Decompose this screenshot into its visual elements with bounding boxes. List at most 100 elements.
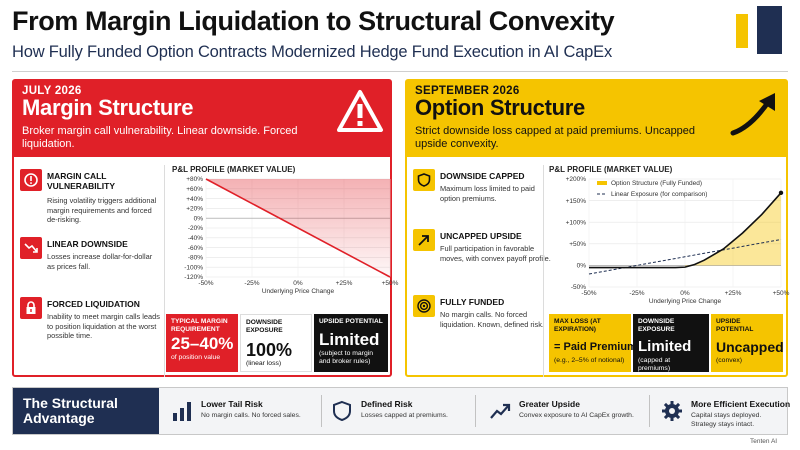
x-tick-label: -25% bbox=[244, 280, 259, 287]
advantage-divider bbox=[475, 395, 476, 427]
y-tick-label: -120% bbox=[184, 274, 203, 281]
y-tick-label: -20% bbox=[188, 225, 203, 232]
advantage-title: Defined Risk bbox=[361, 399, 413, 409]
metric-max-loss: MAX LOSS (AT EXPIRATION) = Paid Premiums… bbox=[549, 314, 643, 372]
y-tick-label: -100% bbox=[184, 264, 203, 271]
panel-divider bbox=[543, 165, 544, 377]
option-pnl-chart: +200% +150% +100% +50% 0% -50%-50% -25% 0% +25% +… bbox=[566, 176, 790, 305]
metric-option-upside: UPSIDE POTENTIAL Uncapped (convex) bbox=[711, 314, 784, 372]
warning-triangle-icon bbox=[337, 90, 383, 132]
advantage-text: Convex exposure to AI CapEx growth. bbox=[519, 412, 634, 419]
logo-yellow-bar bbox=[736, 14, 748, 48]
x-tick-label: -50% bbox=[198, 280, 213, 287]
y-tick-label: 0% bbox=[577, 263, 587, 270]
legend-swatch-option bbox=[597, 181, 607, 185]
margin-date: JULY 2026 bbox=[22, 85, 82, 97]
feature-title: LINEAR DOWNSIDE bbox=[47, 239, 128, 249]
x-axis-label: Underlying Price Change bbox=[649, 298, 722, 305]
alert-circle-icon bbox=[20, 169, 42, 191]
shield-icon bbox=[413, 169, 435, 191]
structural-advantage-title: The Structural Advantage bbox=[13, 388, 159, 434]
option-structure-line bbox=[589, 192, 782, 269]
y-tick-label: -60% bbox=[188, 245, 203, 252]
y-tick-label: +200% bbox=[566, 176, 587, 183]
feature-text: Maximum loss limited to paid option prem… bbox=[440, 184, 535, 203]
metric-value: 100% bbox=[246, 340, 293, 360]
structural-advantage-bar: The Structural Advantage Lower Tail Risk… bbox=[12, 387, 790, 435]
trend-down-icon bbox=[20, 237, 42, 259]
option-description: Strict downside loss capped at paid prem… bbox=[415, 125, 696, 150]
y-tick-label: +80% bbox=[186, 176, 203, 183]
y-tick-label: +40% bbox=[186, 196, 203, 203]
metric-sub: of position value bbox=[171, 354, 221, 361]
lock-icon bbox=[20, 297, 42, 319]
metric-label: TYPICAL MARGIN REQUIREMENT bbox=[171, 318, 228, 333]
margin-structure-panel: JULY 2026 Margin Structure Broker margin… bbox=[12, 79, 399, 377]
margin-title: Margin Structure bbox=[22, 95, 194, 120]
metric-sub: (e.g., 2–5% of notional) bbox=[554, 357, 625, 364]
option-title: Option Structure bbox=[415, 95, 585, 120]
feature-title: MARGIN CALL VULNERABILITY bbox=[47, 171, 115, 191]
metric-upside-potential: UPSIDE POTENTIAL Limited (subject to mar… bbox=[314, 314, 388, 372]
x-tick-label: +50% bbox=[382, 280, 399, 287]
upside-area bbox=[685, 192, 781, 268]
credit-text: Tenten AI bbox=[750, 438, 778, 445]
y-tick-label: +100% bbox=[566, 219, 587, 226]
margin-description: Broker margin call vulnerability. Linear… bbox=[22, 125, 298, 150]
metric-label: UPSIDE POTENTIAL bbox=[716, 318, 754, 333]
margin-pnl-chart: +80% +60% +40% +20% 0% -20% -40% -60% -80% -100% -… bbox=[184, 176, 398, 295]
metric-label: MAX LOSS (AT EXPIRATION) bbox=[554, 318, 601, 333]
y-tick-label: +60% bbox=[186, 186, 203, 193]
feature-text: Inability to meet margin calls leads to … bbox=[47, 312, 160, 340]
x-axis-label: Underlying Price Change bbox=[262, 288, 335, 295]
option-chart-title: P&L PROFILE (MARKET VALUE) bbox=[549, 165, 673, 174]
x-tick-label: 0% bbox=[680, 290, 690, 297]
metric-sub: (linear loss) bbox=[246, 360, 282, 367]
feature-text: Rising volatility triggers additional ma… bbox=[47, 196, 157, 224]
advantage-divider bbox=[321, 395, 322, 427]
margin-chart-title: P&L PROFILE (MARKET VALUE) bbox=[172, 165, 296, 174]
metric-label: DOWNSIDE EXPOSURE bbox=[638, 318, 675, 333]
legend-label-option: Option Structure (Fully Funded) bbox=[611, 180, 702, 187]
arrow-up-right-icon bbox=[730, 93, 775, 136]
metric-sub: (capped at premiums) bbox=[638, 357, 671, 372]
bar-chart-icon bbox=[173, 402, 191, 421]
metric-sub: (convex) bbox=[716, 357, 743, 364]
feature-title: UNCAPPED UPSIDE bbox=[440, 231, 522, 241]
y-tick-label: +50% bbox=[569, 241, 586, 248]
y-tick-label: +20% bbox=[186, 206, 203, 213]
x-tick-label: +25% bbox=[725, 290, 742, 297]
legend-label-linear: Linear Exposure (for comparison) bbox=[611, 191, 707, 198]
x-tick-label: 0% bbox=[293, 280, 303, 287]
feature-title: FULLY FUNDED bbox=[440, 297, 505, 307]
y-tick-label: +150% bbox=[566, 198, 587, 205]
y-tick-label: -80% bbox=[188, 255, 203, 262]
metric-value: Limited bbox=[319, 330, 380, 349]
advantage-title: Lower Tail Risk bbox=[201, 399, 263, 409]
metric-value: 25–40% bbox=[171, 334, 234, 353]
metric-value: = Paid Premiums bbox=[554, 341, 643, 353]
option-date: SEPTEMBER 2026 bbox=[415, 85, 520, 97]
advantage-text: Capital stays deployed. Strategy stays i… bbox=[691, 412, 762, 428]
metric-margin-requirement: TYPICAL MARGIN REQUIREMENT 25–40% of pos… bbox=[166, 314, 238, 372]
header-divider bbox=[12, 71, 788, 72]
feature-text: Losses increase dollar-for-dollar as pri… bbox=[47, 252, 153, 271]
metric-label: DOWNSIDE EXPOSURE bbox=[246, 319, 283, 334]
y-tick-label: -50% bbox=[571, 284, 586, 291]
metric-downside-exposure: DOWNSIDE EXPOSURE 100% (linear loss) bbox=[240, 314, 312, 372]
x-tick-label: +25% bbox=[336, 280, 353, 287]
target-icon bbox=[413, 295, 435, 317]
metric-sub: (subject to margin and broker rules) bbox=[319, 350, 374, 365]
shield-icon bbox=[333, 400, 351, 422]
gear-icon bbox=[662, 401, 682, 421]
page-title: From Margin Liquidation to Structural Co… bbox=[12, 6, 615, 36]
advantage-text: Losses capped at premiums. bbox=[361, 412, 448, 419]
metric-label: UPSIDE POTENTIAL bbox=[319, 318, 383, 325]
advantage-divider bbox=[649, 395, 650, 427]
advantage-title: Greater Upside bbox=[519, 399, 580, 409]
page-subtitle: How Fully Funded Option Contracts Modern… bbox=[12, 43, 613, 61]
margin-panel-header: JULY 2026 Margin Structure Broker margin… bbox=[14, 81, 390, 157]
feature-text: Full participation in favorable moves, w… bbox=[440, 244, 551, 263]
logo-navy-bar bbox=[757, 6, 782, 54]
metric-value: Uncapped bbox=[716, 339, 784, 355]
